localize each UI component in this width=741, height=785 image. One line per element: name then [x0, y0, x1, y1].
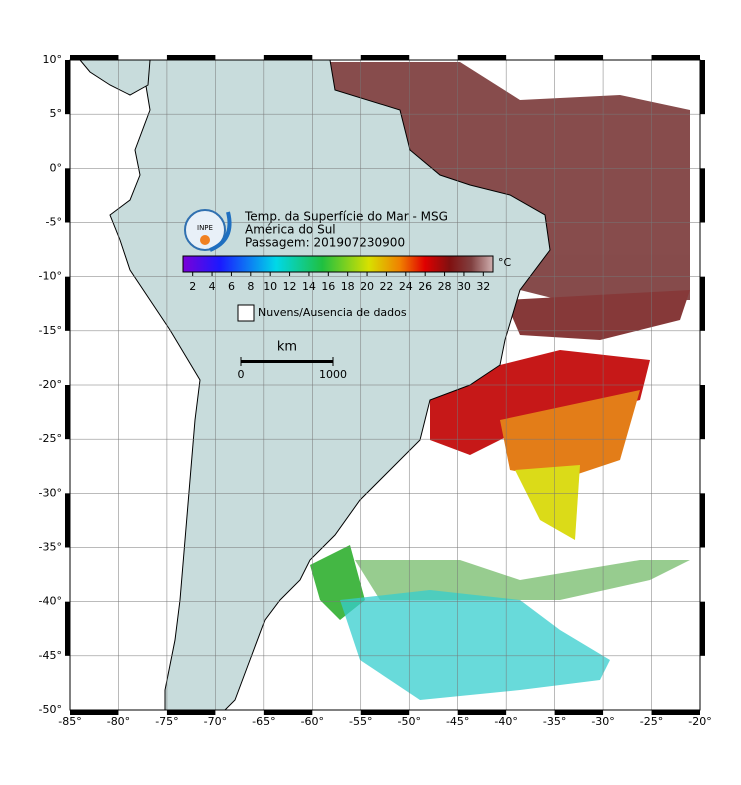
- frame-segment: [700, 385, 705, 440]
- lon-tick-label: -60°: [301, 715, 324, 728]
- sst-field: [310, 62, 690, 700]
- lat-tick-label: -15°: [39, 324, 62, 337]
- frame-segment: [360, 55, 410, 60]
- colorbar-tick-label: 2: [189, 280, 196, 293]
- scale-start: 0: [238, 368, 245, 381]
- lat-tick-label: 10°: [43, 53, 63, 66]
- title: Temp. da Superfície do Mar - MSG: [244, 210, 448, 224]
- lon-tick-label: -20°: [688, 715, 711, 728]
- frame-segment: [457, 710, 507, 715]
- lat-tick-label: -40°: [39, 595, 62, 608]
- colorbar: [182, 255, 494, 273]
- lon-tick-label: -35°: [543, 715, 566, 728]
- scale-bar: [240, 357, 334, 366]
- lon-tick-label: -30°: [591, 715, 614, 728]
- lat-tick-label: -5°: [46, 216, 62, 229]
- colorbar-unit: °C: [498, 256, 512, 269]
- colorbar-tick-label: 28: [438, 280, 452, 293]
- frame-segment: [457, 55, 507, 60]
- lon-tick-label: -25°: [640, 715, 663, 728]
- legend-label: Nuvens/Ausencia de dados: [258, 306, 407, 319]
- frame-segment: [263, 55, 313, 60]
- colorbar-tick-label: 16: [321, 280, 335, 293]
- frame-segment: [65, 601, 70, 656]
- pass-time: Passagem: 201907230900: [245, 236, 405, 250]
- frame-segment: [65, 493, 70, 548]
- colorbar-tick-label: 26: [418, 280, 432, 293]
- lat-tick-label: -20°: [39, 378, 62, 391]
- frame-segment: [651, 55, 700, 60]
- lon-tick-label: -40°: [494, 715, 517, 728]
- colorbar-tick-label: 6: [228, 280, 235, 293]
- colorbar-tick-label: 18: [341, 280, 355, 293]
- frame-segment: [700, 276, 705, 331]
- scale-end: 1000: [319, 368, 347, 381]
- frame-segment: [554, 710, 604, 715]
- colorbar-tick-label: 12: [283, 280, 297, 293]
- lon-tick-label: -75°: [155, 715, 178, 728]
- frame-segment: [70, 710, 119, 715]
- frame-segment: [700, 601, 705, 656]
- frame-segment: [70, 55, 119, 60]
- lat-tick-label: 5°: [50, 107, 63, 120]
- lon-tick-label: -45°: [446, 715, 469, 728]
- lon-tick-label: -55°: [349, 715, 372, 728]
- colorbar-tick-label: 4: [209, 280, 216, 293]
- lon-tick-label: -70°: [204, 715, 227, 728]
- frame-segment: [65, 276, 70, 331]
- legend-swatch: [237, 304, 255, 322]
- scale-unit: km: [277, 340, 297, 355]
- frame-segment: [65, 168, 70, 223]
- lat-tick-label: -50°: [39, 703, 62, 716]
- frame-segment: [166, 710, 216, 715]
- region: América do Sul: [245, 223, 336, 237]
- frame-segment: [554, 55, 604, 60]
- frame-segment: [700, 168, 705, 223]
- frame-segment: [700, 60, 705, 115]
- frame-segment: [65, 60, 70, 115]
- frame-segment: [263, 710, 313, 715]
- logo: INPE: [184, 209, 232, 252]
- lat-tick-label: -30°: [39, 486, 62, 499]
- lat-tick-label: -10°: [39, 270, 62, 283]
- colorbar-tick-label: 8: [247, 280, 254, 293]
- frame-segment: [651, 710, 700, 715]
- frame-segment: [166, 55, 216, 60]
- colorbar-tick-label: 10: [263, 280, 277, 293]
- colorbar-tick-label: 22: [379, 280, 393, 293]
- lat-tick-label: 0°: [50, 161, 63, 174]
- lon-tick-label: -85°: [58, 715, 81, 728]
- colorbar-tick-label: 14: [302, 280, 316, 293]
- lon-tick-label: -65°: [252, 715, 275, 728]
- frame-segment: [65, 385, 70, 440]
- logo-text: INPE: [197, 224, 213, 232]
- colorbar-tick-label: 24: [399, 280, 413, 293]
- lat-tick-label: -45°: [39, 649, 62, 662]
- lat-tick-label: -35°: [39, 541, 62, 554]
- frame-segment: [360, 710, 410, 715]
- frame-segment: [700, 493, 705, 548]
- lon-tick-label: -50°: [397, 715, 420, 728]
- lat-tick-label: -25°: [39, 432, 62, 445]
- colorbar-tick-label: 20: [360, 280, 374, 293]
- colorbar-tick-label: 32: [476, 280, 490, 293]
- colorbar-tick-label: 30: [457, 280, 471, 293]
- lon-tick-label: -80°: [107, 715, 130, 728]
